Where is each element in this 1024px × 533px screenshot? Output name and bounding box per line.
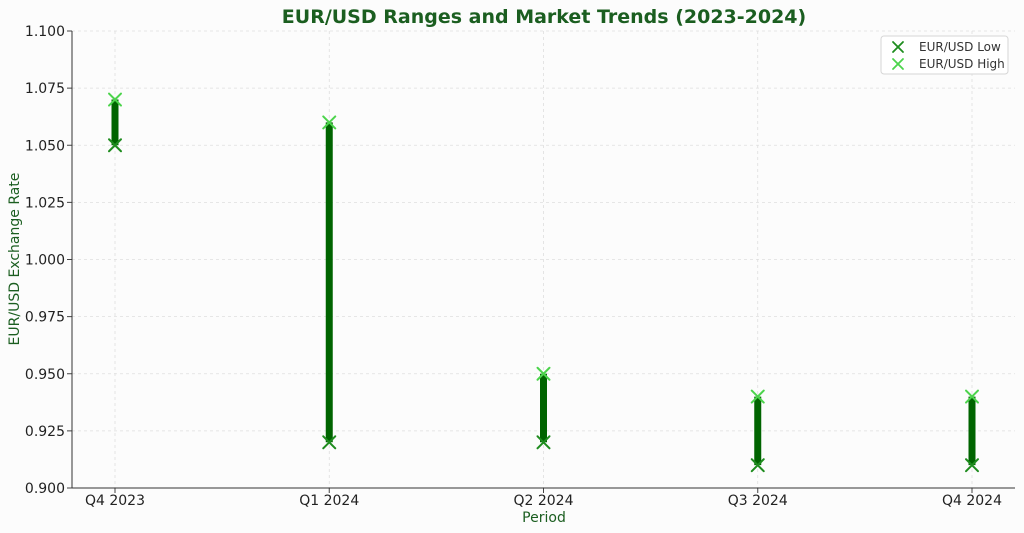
- marker-stroke: [750, 389, 765, 404]
- data-marks: [108, 92, 979, 473]
- marker-stroke: [536, 435, 551, 450]
- low-marker: [965, 458, 979, 473]
- chart-title: EUR/USD Ranges and Market Trends (2023-2…: [282, 6, 806, 28]
- x-axis-label: Period: [522, 510, 566, 526]
- x-tick-label: Q2 2024: [513, 493, 573, 509]
- high-marker: [322, 115, 337, 130]
- y-tick-label: 0.900: [25, 481, 65, 497]
- x-tick-label: Q3 2024: [728, 493, 788, 509]
- marker-stroke: [536, 366, 551, 381]
- low-marker: [536, 435, 551, 450]
- y-tick-label: 1.025: [25, 195, 65, 211]
- x-tick-label: Q1 2024: [299, 493, 359, 509]
- legend-marker: [892, 41, 904, 53]
- high-marker: [108, 92, 122, 107]
- legend-label: EUR/USD Low: [919, 40, 1001, 54]
- legend-label: EUR/USD High: [919, 57, 1005, 71]
- x-tick-label: Q4 2024: [942, 493, 1002, 509]
- marker-stroke: [892, 41, 904, 53]
- marker-stroke: [965, 389, 979, 404]
- low-marker: [322, 435, 337, 450]
- y-tick-label: 0.975: [25, 310, 65, 326]
- high-marker: [750, 389, 765, 404]
- legend-box: [880, 35, 1009, 75]
- marker-stroke: [322, 435, 337, 450]
- high-marker: [536, 366, 551, 381]
- marker-stroke: [322, 115, 337, 130]
- y-tick-label: 0.925: [25, 424, 65, 440]
- high-marker: [965, 389, 979, 404]
- axes: 0.900 0.925 0.950 0.975 1.000 1.025 1.050 1.075…: [25, 24, 1015, 509]
- y-tick-label: 1.075: [25, 81, 65, 97]
- y-tick-label: 1.050: [25, 138, 65, 154]
- legend-marker: [892, 58, 904, 70]
- y-tick-label: 1.000: [25, 253, 65, 269]
- y-tick-label: 1.100: [25, 24, 65, 40]
- y-tick-label: 0.950: [25, 367, 65, 383]
- marker-stroke: [108, 92, 122, 107]
- marker-stroke: [108, 138, 122, 153]
- marker-stroke: [892, 58, 904, 70]
- marker-stroke: [965, 458, 979, 473]
- low-marker: [108, 138, 122, 153]
- legend: EUR/USD Low EUR/USD High: [880, 35, 1009, 75]
- y-axis-label: EUR/USD Exchange Rate: [7, 173, 23, 346]
- low-marker: [750, 458, 765, 473]
- marker-stroke: [750, 458, 765, 473]
- x-tick-label: Q4 2023: [85, 493, 145, 509]
